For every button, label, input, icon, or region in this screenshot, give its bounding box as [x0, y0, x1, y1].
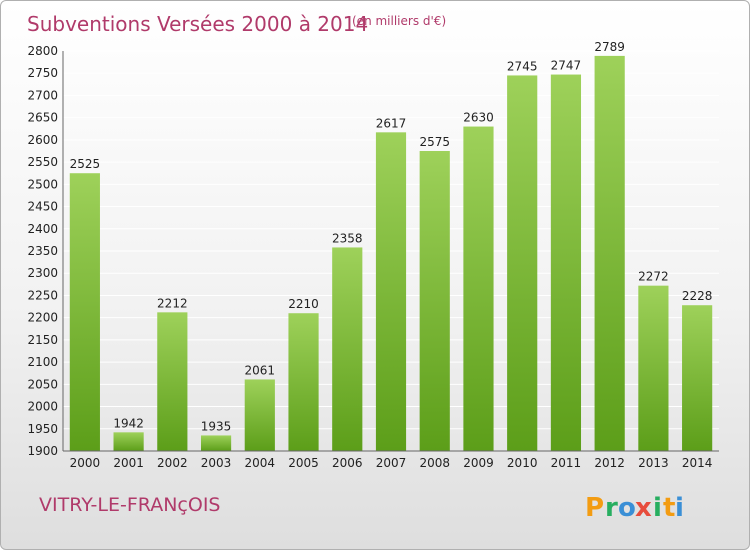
city-name: VITRY-LE-FRANçOIS: [39, 494, 220, 516]
y-tick-label: 2600: [27, 133, 58, 147]
y-tick-label: 2150: [27, 333, 58, 347]
x-tick-label: 2010: [507, 456, 538, 470]
y-tick-label: 2500: [27, 177, 58, 191]
x-tick-label: 2000: [70, 456, 101, 470]
x-tick-label: 2007: [376, 456, 407, 470]
x-tick-label: 2001: [113, 456, 144, 470]
bar-2008: [419, 151, 450, 451]
logo-letter: x: [635, 493, 652, 523]
bar-2011: [550, 74, 582, 452]
x-tick-label: 2003: [201, 456, 232, 470]
y-tick-label: 2300: [27, 266, 58, 280]
data-label-2012: 2789: [594, 40, 625, 54]
logo-letter: o: [618, 493, 636, 523]
bar-2005: [288, 313, 319, 451]
data-label-2006: 2358: [332, 231, 363, 245]
y-tick-label: 2700: [27, 88, 58, 102]
y-tick-label: 2450: [27, 200, 58, 214]
x-tick-label: 2014: [682, 456, 713, 470]
chart-subtitle: (en milliers d'€): [352, 14, 446, 28]
bar-2009: [463, 126, 494, 452]
y-tick-label: 2800: [27, 44, 58, 58]
x-tick-label: 2011: [551, 456, 582, 470]
x-tick-label: 2009: [463, 456, 494, 470]
bar-2013: [638, 285, 669, 451]
data-label-2011: 2747: [551, 59, 582, 73]
x-tick-label: 2004: [245, 456, 276, 470]
data-label-2005: 2210: [288, 297, 319, 311]
y-tick-label: 2350: [27, 244, 58, 258]
x-tick-label: 2013: [638, 456, 669, 470]
y-tick-label: 2250: [27, 288, 58, 302]
x-tick-label: 2006: [332, 456, 363, 470]
bar-2014: [682, 305, 713, 451]
bars: [69, 55, 713, 452]
data-label-2014: 2228: [682, 289, 713, 303]
y-tick-label: 2550: [27, 155, 58, 169]
logo-letter: i: [653, 493, 662, 523]
data-label-2013: 2272: [638, 270, 669, 284]
y-tick-label: 2000: [27, 400, 58, 414]
data-label-2010: 2745: [507, 59, 538, 73]
data-labels: 2525 1942 2212 1935 2061 2210 2358 2617 2575 2630…: [70, 40, 713, 434]
y-tick-label: 1900: [27, 444, 58, 458]
data-label-2009: 2630: [463, 111, 494, 125]
bar-2012: [594, 55, 625, 452]
logo-letter: P: [585, 493, 604, 523]
y-tick-label: 2200: [27, 311, 58, 325]
data-label-2007: 2617: [376, 116, 407, 130]
bar-2002: [157, 312, 188, 451]
bar-2001: [113, 432, 144, 451]
logo-letter: r: [605, 493, 618, 523]
x-tick-label: 2005: [288, 456, 319, 470]
y-axis-ticks: 1900 1950 2000 2050 2100 2150 2200 2250 2300 2350…: [27, 44, 58, 458]
logo-letter: i: [675, 493, 684, 523]
y-tick-label: 1950: [27, 422, 58, 436]
y-tick-label: 2750: [27, 66, 58, 80]
bar-2003: [200, 435, 232, 451]
bar-2006: [332, 247, 363, 451]
bar-2010: [507, 75, 538, 451]
y-tick-label: 2650: [27, 111, 58, 125]
x-axis-ticks: 2000 2001 2002 2003 2004 2005 2006 2007 2008 2009…: [70, 456, 713, 470]
data-label-2008: 2575: [419, 135, 450, 149]
data-label-2000: 2525: [70, 157, 101, 171]
data-label-2001: 1942: [113, 416, 144, 430]
data-label-2003: 1935: [201, 419, 232, 433]
bar-2000: [69, 173, 100, 451]
y-tick-label: 2100: [27, 355, 58, 369]
bar-2007: [375, 132, 407, 452]
chart-title: Subventions Versées 2000 à 2014: [27, 12, 368, 36]
x-tick-label: 2008: [419, 456, 450, 470]
data-label-2004: 2061: [245, 363, 276, 377]
data-label-2002: 2212: [157, 296, 188, 310]
logo-letter: t: [663, 493, 675, 523]
y-tick-label: 2400: [27, 222, 58, 236]
y-tick-label: 2050: [27, 377, 58, 391]
x-tick-label: 2012: [594, 456, 625, 470]
x-tick-label: 2002: [157, 456, 188, 470]
bar-2004: [244, 379, 275, 451]
